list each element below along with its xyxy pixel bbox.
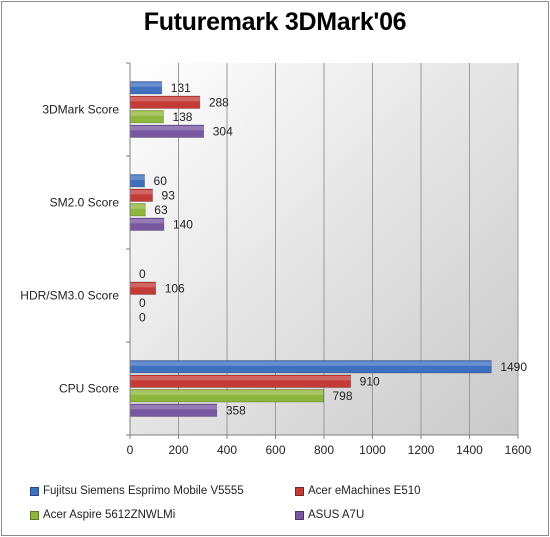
data-label: 304 (213, 124, 233, 138)
legend-label: ASUS A7U (308, 509, 365, 521)
data-label: 138 (172, 110, 192, 124)
data-label: 63 (154, 203, 168, 217)
legend-swatch (30, 510, 39, 520)
data-label: 0 (139, 296, 146, 310)
bar-highlight (130, 82, 162, 87)
legend-label: Acer Aspire 5612ZNWLMi (43, 509, 176, 521)
data-label: 93 (162, 188, 176, 202)
data-label: 288 (209, 95, 229, 109)
bar-highlight (130, 405, 217, 410)
bar-highlight (130, 111, 164, 116)
bar-highlight (130, 97, 200, 102)
data-label: 60 (154, 174, 168, 188)
bar-highlight (130, 283, 156, 288)
x-tick-label: 200 (168, 443, 188, 457)
y-category-label: SM2.0 Score (50, 196, 120, 210)
y-category-label: CPU Score (59, 382, 119, 396)
bar-highlight (130, 175, 145, 180)
data-label: 0 (139, 310, 146, 324)
y-category-label: 3DMark Score (42, 103, 119, 117)
data-label: 106 (165, 281, 185, 295)
x-tick-label: 800 (314, 443, 334, 457)
x-tick-label: 1000 (359, 443, 386, 457)
x-tick-label: 1600 (505, 443, 532, 457)
legend-item: Fujitsu Siemens Esprimo Mobile V5555 (30, 485, 244, 497)
legend-label: Acer eMachines E510 (308, 485, 421, 497)
data-label: 1490 (500, 360, 527, 374)
legend-item: Acer eMachines E510 (295, 485, 421, 497)
data-label: 358 (226, 403, 246, 417)
bar-highlight (130, 361, 492, 366)
chart-title: Futuremark 3DMark'06 (143, 8, 407, 36)
x-tick-label: 1400 (456, 443, 483, 457)
data-label: 131 (171, 81, 191, 95)
x-tick-label: 0 (127, 443, 134, 457)
bar-highlight (130, 219, 164, 224)
bar-highlight (130, 390, 324, 395)
data-label: 0 (139, 267, 146, 281)
bar-highlight (130, 126, 204, 131)
bar-highlight (130, 204, 146, 209)
legend-label: Fujitsu Siemens Esprimo Mobile V5555 (43, 485, 244, 497)
x-tick-label: 400 (217, 443, 237, 457)
legend-swatch (295, 510, 304, 520)
legend: Fujitsu Siemens Esprimo Mobile V5555 Acer… (30, 475, 530, 530)
x-tick-label: 600 (265, 443, 285, 457)
bar-highlight (130, 190, 153, 195)
legend-item: Acer Aspire 5612ZNWLMi (30, 509, 175, 521)
data-label: 140 (173, 217, 193, 231)
y-category-label: HDR/SM3.0 Score (20, 289, 119, 303)
x-tick-label: 1200 (408, 443, 435, 457)
legend-swatch (295, 486, 304, 496)
data-label: 910 (360, 374, 380, 388)
bar-highlight (130, 376, 351, 381)
legend-swatch (30, 486, 39, 496)
legend-item: ASUS A7U (295, 509, 364, 521)
data-label: 798 (333, 389, 353, 403)
